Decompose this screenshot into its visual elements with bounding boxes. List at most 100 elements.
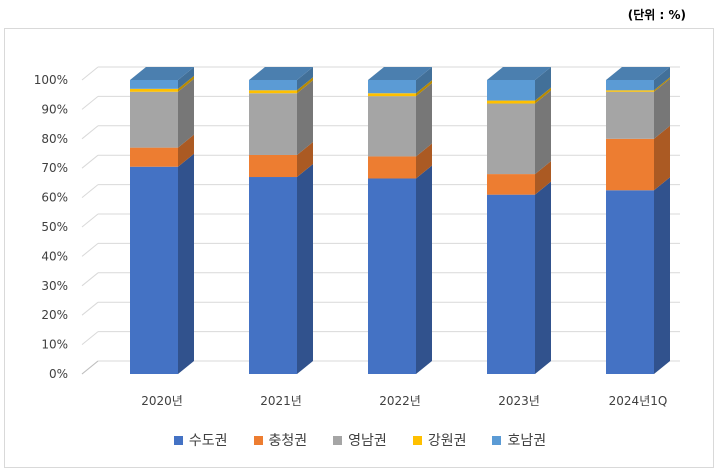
legend-item: 강원권	[412, 430, 467, 450]
y-tick-label: 90%	[41, 102, 68, 116]
bar-segment	[606, 80, 654, 91]
bar-side	[297, 141, 313, 178]
bar-side	[297, 164, 313, 374]
y-tick-label: 80%	[41, 132, 68, 146]
gridline-side	[81, 213, 99, 228]
y-tick-label: 50%	[41, 220, 68, 234]
bar-segment	[249, 177, 297, 374]
bar-segment	[249, 80, 297, 91]
bar-side	[297, 67, 313, 91]
y-tick-label: 30%	[41, 279, 68, 293]
bar-segment	[249, 154, 297, 178]
legend-swatch	[333, 435, 343, 445]
legend-label: 영남권	[348, 433, 387, 449]
bar-segment	[130, 88, 178, 92]
bar-segment	[130, 147, 178, 167]
legend-item: 충청권	[253, 430, 308, 450]
bar-top	[249, 67, 313, 80]
legend-item: 호남권	[492, 430, 546, 450]
bar-top	[130, 67, 194, 80]
legend-swatch	[492, 435, 502, 445]
y-tick-label: 10%	[41, 338, 68, 352]
bar-side	[416, 67, 432, 94]
bar-side	[654, 177, 670, 374]
y-tick-label: 40%	[41, 249, 68, 263]
floor-edge	[81, 360, 99, 375]
bar-segment	[487, 194, 535, 374]
y-tick-label: 60%	[41, 191, 68, 205]
legend-swatch	[412, 435, 422, 445]
y-tick-label: 20%	[41, 308, 68, 322]
bar-side	[535, 90, 551, 175]
x-tick-label: 2020년	[141, 394, 183, 408]
x-tick-label: 2021년	[260, 394, 302, 408]
x-tick-label: 2023년	[498, 394, 540, 408]
bar-segment	[130, 91, 178, 148]
gridline-side	[81, 125, 99, 140]
bar-side	[297, 77, 313, 94]
bar-side	[297, 80, 313, 155]
legend-swatch	[253, 435, 263, 445]
bar-side	[654, 67, 670, 91]
gridline-side	[81, 301, 99, 316]
bar-side	[178, 134, 194, 167]
bar-segment	[606, 90, 654, 92]
bar-side	[654, 125, 670, 191]
bar-segment	[487, 100, 535, 104]
legend: 수도권 충청권 영남권 강원권 호남권	[0, 430, 720, 450]
bar-side	[416, 143, 432, 179]
legend-item: 수도권	[173, 430, 228, 450]
y-tick-label: 0%	[49, 367, 68, 381]
bar-top	[487, 67, 551, 80]
gridline-side	[81, 96, 99, 110]
bar-segment	[249, 93, 297, 155]
bar-side	[178, 78, 194, 148]
legend-label: 수도권	[188, 433, 228, 449]
gridline-side	[81, 272, 99, 287]
bar-side	[654, 77, 670, 92]
bar-segment	[606, 91, 654, 139]
gridline-side	[81, 154, 99, 169]
bar-segment	[130, 166, 178, 374]
legend-label: 충청권	[268, 433, 308, 449]
y-tick-label: 70%	[41, 161, 68, 175]
bar-top	[368, 67, 432, 80]
gridline-side	[81, 243, 99, 257]
bar-segment	[130, 80, 178, 89]
gridline-side	[81, 184, 99, 198]
legend-item: 영남권	[333, 430, 387, 450]
legend-swatch	[173, 435, 183, 445]
bar-side	[535, 161, 551, 195]
bar-side	[178, 153, 194, 374]
bar-segment	[606, 190, 654, 374]
bar-side	[416, 80, 432, 97]
bar-segment	[487, 80, 535, 101]
bar-side	[416, 165, 432, 374]
bar-segment	[487, 103, 535, 175]
bar-segment	[487, 174, 535, 195]
unit-label: (단위 : %)	[627, 8, 686, 22]
y-tick-label: 100%	[34, 73, 68, 87]
bar-top	[606, 67, 670, 80]
bar-segment	[368, 96, 416, 157]
legend-label: 강원권	[427, 433, 467, 449]
bar-segment	[368, 178, 416, 374]
chart-frame	[4, 28, 714, 468]
bar-side	[535, 67, 551, 101]
x-tick-label: 2024년1Q	[609, 394, 668, 408]
bar-side	[654, 78, 670, 139]
bar-side	[178, 75, 194, 92]
gridline-side	[81, 331, 99, 345]
bar-segment	[249, 90, 297, 94]
bar-segment	[606, 138, 654, 191]
gridline-side	[81, 66, 99, 81]
bar-segment	[368, 156, 416, 179]
legend-label: 호남권	[507, 433, 547, 449]
bar-segment	[368, 93, 416, 97]
bar-segment	[368, 80, 416, 94]
x-tick-label: 2022년	[379, 394, 421, 408]
bar-side	[178, 67, 194, 89]
bar-side	[535, 181, 551, 374]
bar-side	[535, 87, 551, 104]
